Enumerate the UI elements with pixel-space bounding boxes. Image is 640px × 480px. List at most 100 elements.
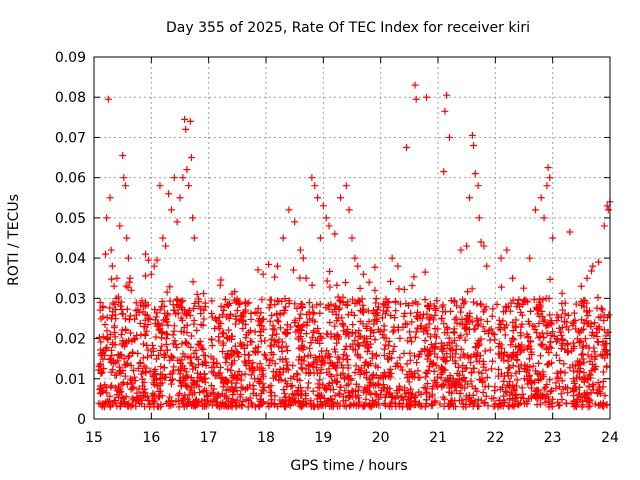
- noise-point: [344, 364, 352, 372]
- noise-point: [119, 379, 127, 387]
- noise-point: [137, 301, 145, 309]
- noise-point: [243, 383, 251, 391]
- noise-point: [120, 355, 128, 363]
- noise-point: [586, 396, 594, 404]
- data-point: [159, 234, 167, 242]
- noise-point: [584, 351, 592, 359]
- noise-point: [464, 316, 472, 324]
- noise-point: [106, 403, 114, 411]
- data-point: [113, 274, 121, 282]
- noise-point: [512, 323, 520, 331]
- noise-point: [538, 391, 546, 399]
- noise-point: [223, 333, 231, 341]
- noise-point: [115, 363, 123, 371]
- noise-point: [421, 403, 429, 411]
- noise-point: [400, 312, 408, 320]
- noise-point: [99, 304, 107, 312]
- noise-point: [118, 351, 126, 359]
- noise-point: [216, 281, 224, 289]
- noise-point: [349, 296, 357, 304]
- noise-point: [232, 379, 240, 387]
- noise-point: [576, 360, 584, 368]
- noise-point: [463, 314, 471, 322]
- noise-point: [121, 372, 129, 380]
- data-point: [142, 250, 150, 258]
- noise-point: [164, 321, 172, 329]
- noise-point: [549, 395, 557, 403]
- noise-point: [332, 364, 340, 372]
- noise-band-points: [95, 260, 613, 411]
- noise-point: [444, 325, 452, 333]
- noise-point: [283, 321, 291, 329]
- noise-point: [103, 327, 111, 335]
- noise-point: [324, 354, 332, 362]
- noise-point: [371, 263, 379, 271]
- noise-point: [272, 371, 280, 379]
- x-tick-label: 19: [314, 430, 332, 446]
- noise-point: [169, 400, 177, 408]
- noise-point: [371, 336, 379, 344]
- noise-point: [219, 339, 227, 347]
- noise-point: [496, 326, 504, 334]
- noise-point: [275, 376, 283, 384]
- data-point: [365, 278, 373, 286]
- noise-point: [152, 333, 160, 341]
- noise-point: [540, 316, 548, 324]
- noise-point: [290, 391, 298, 399]
- noise-point: [273, 310, 281, 318]
- noise-point: [130, 383, 138, 391]
- noise-point: [508, 402, 516, 410]
- noise-point: [519, 300, 527, 308]
- noise-point: [529, 322, 537, 330]
- noise-point: [215, 370, 223, 378]
- noise-point: [379, 331, 387, 339]
- noise-point: [129, 401, 137, 409]
- noise-point: [328, 396, 336, 404]
- noise-point: [422, 389, 430, 397]
- noise-point: [561, 299, 569, 307]
- noise-point: [305, 379, 313, 387]
- data-point: [182, 125, 190, 133]
- x-tick-label: 24: [601, 430, 619, 446]
- y-tick-label: 0.06: [55, 171, 86, 187]
- noise-point: [431, 325, 439, 333]
- noise-point: [326, 318, 334, 326]
- noise-point: [322, 386, 330, 394]
- noise-point: [126, 329, 134, 337]
- y-axis-label: ROTI / TECUs: [6, 194, 22, 286]
- noise-point: [447, 307, 455, 315]
- noise-point: [178, 356, 186, 364]
- x-tick-label: 21: [429, 430, 447, 446]
- noise-point: [386, 400, 394, 408]
- noise-point: [500, 356, 508, 364]
- noise-point: [423, 324, 431, 332]
- noise-point: [493, 300, 501, 308]
- noise-point: [111, 333, 119, 341]
- data-point: [394, 262, 402, 270]
- noise-point: [254, 266, 262, 274]
- noise-point: [570, 379, 578, 387]
- noise-point: [184, 353, 192, 361]
- noise-point: [561, 310, 569, 318]
- noise-point: [351, 369, 359, 377]
- data-point: [322, 214, 330, 222]
- noise-point: [456, 390, 464, 398]
- noise-point: [338, 314, 346, 322]
- noise-point: [527, 384, 535, 392]
- data-point: [566, 228, 574, 236]
- data-point: [156, 182, 164, 190]
- noise-point: [359, 301, 367, 309]
- noise-point: [284, 366, 292, 374]
- data-points: [101, 81, 614, 298]
- noise-point: [351, 336, 359, 344]
- noise-point: [224, 403, 232, 411]
- noise-point: [303, 321, 311, 329]
- noise-point: [412, 313, 420, 321]
- noise-point: [231, 342, 239, 350]
- noise-point: [432, 340, 440, 348]
- noise-point: [237, 376, 245, 384]
- noise-point: [227, 366, 235, 374]
- noise-point: [543, 390, 551, 398]
- noise-point: [341, 387, 349, 395]
- noise-point: [405, 389, 413, 397]
